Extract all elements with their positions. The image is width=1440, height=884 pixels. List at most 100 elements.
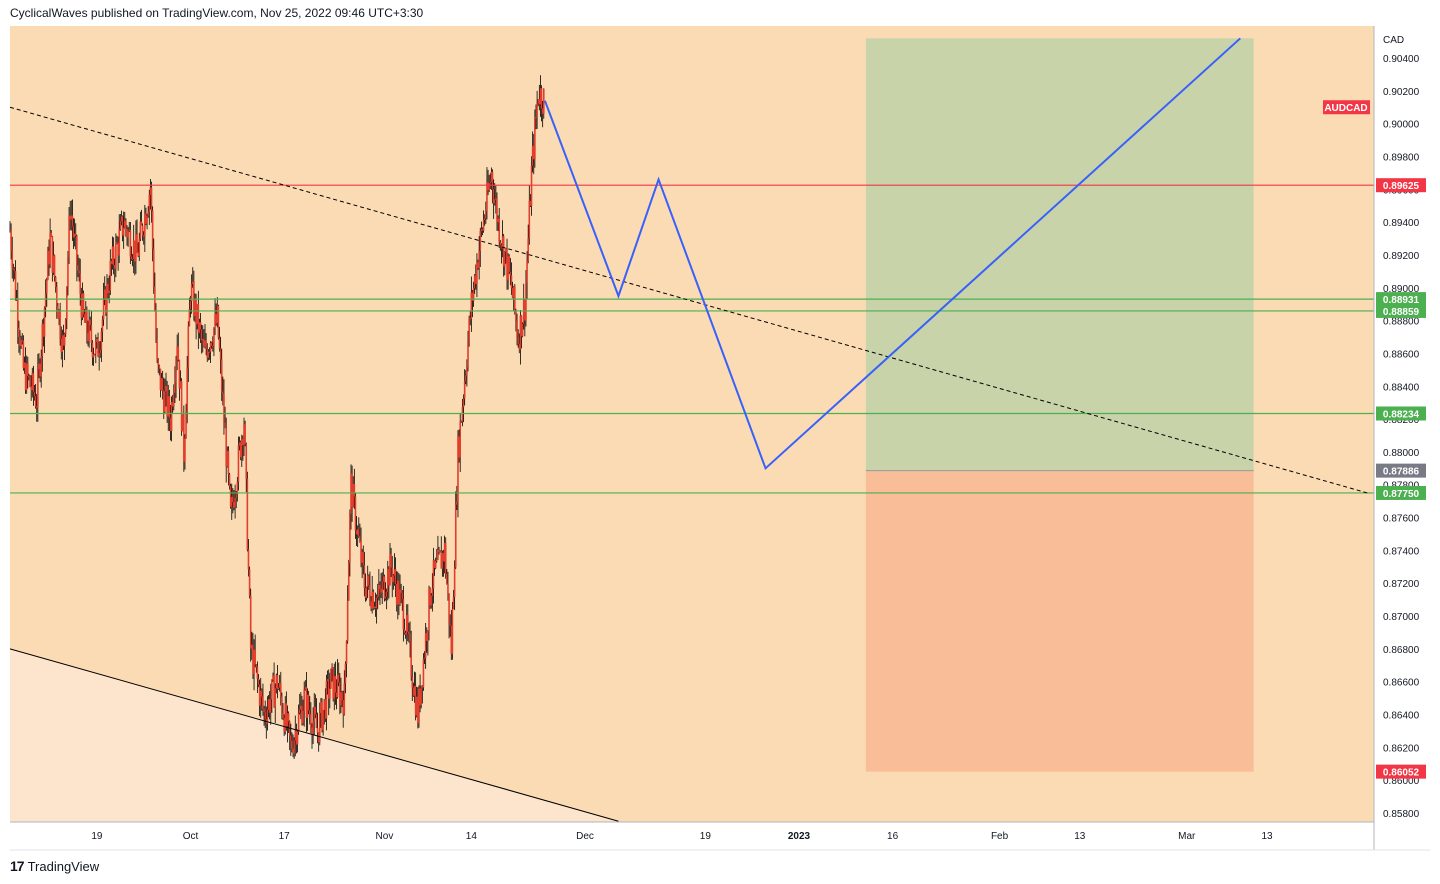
candle-body	[529, 200, 532, 206]
candle-body	[478, 250, 480, 268]
candle-body	[121, 216, 124, 236]
candle-body	[471, 292, 474, 301]
candle-body	[345, 641, 348, 664]
candle-body	[190, 283, 193, 302]
candle-body	[534, 118, 536, 160]
candle-body	[485, 210, 487, 219]
candle-body	[452, 597, 455, 609]
candle-body	[115, 242, 117, 269]
candle-body	[326, 679, 329, 681]
candle-body	[365, 586, 368, 598]
candle-body	[487, 182, 489, 191]
level-tag	[1376, 485, 1426, 500]
price-tag	[1376, 463, 1426, 478]
candle-body	[490, 171, 493, 182]
candle-body	[342, 700, 344, 715]
candle-body	[308, 710, 311, 715]
candle-body	[489, 181, 492, 184]
candle-body	[14, 271, 17, 299]
time-tick-label: 19	[700, 831, 712, 842]
candle-body	[363, 565, 366, 589]
price-tick-label: 0.87400	[1383, 546, 1420, 557]
candle-body	[37, 369, 39, 408]
candle-body	[402, 599, 405, 630]
candle-body	[253, 649, 255, 675]
candle-body	[246, 478, 249, 550]
candle-body	[462, 398, 465, 408]
candle-body	[542, 89, 545, 114]
candle-body	[95, 341, 97, 355]
candle-body	[38, 363, 40, 370]
candle-body	[67, 257, 69, 287]
candle-body	[516, 320, 518, 337]
candle-body	[419, 688, 421, 706]
projected-wave-path[interactable]	[543, 37, 1241, 471]
candle-body	[27, 363, 29, 376]
price-axis[interactable]: 0.904000.902000.900000.898000.896000.894…	[1383, 54, 1420, 820]
candle-body	[334, 676, 337, 693]
time-axis[interactable]: 19 Oct 17 Nov 14 Dec 19 2023 16 Feb 13 Mar 13	[91, 831, 1273, 842]
candle-body	[96, 338, 98, 342]
candle-body	[135, 234, 137, 262]
candle-body	[409, 633, 411, 642]
candle-body	[49, 232, 51, 265]
lower-channel-trendline[interactable]	[9, 648, 619, 822]
candle-body	[56, 286, 58, 306]
candle-body	[296, 731, 299, 745]
candle-body	[537, 99, 540, 104]
candle-body	[279, 683, 282, 697]
tradingview-branding[interactable]: 17 TradingView	[10, 858, 99, 874]
candle-body	[332, 667, 334, 699]
candle-body	[130, 256, 133, 260]
candle-body	[32, 373, 35, 393]
price-tick-label: 0.87200	[1383, 579, 1420, 590]
candle-body	[359, 536, 361, 541]
candle-body	[539, 88, 542, 105]
candle-body	[40, 356, 43, 377]
candle-body	[120, 216, 123, 222]
candle-body	[427, 631, 429, 641]
candle-body	[10, 230, 12, 252]
candle-body	[111, 246, 114, 265]
candle-body	[527, 238, 529, 261]
candle-body	[273, 675, 275, 708]
candle-body	[216, 305, 219, 324]
candle-body	[259, 690, 262, 706]
candle-body	[220, 359, 223, 392]
candle-body	[105, 289, 107, 314]
candle-body	[158, 365, 161, 369]
price-tick-label: 0.86400	[1383, 711, 1420, 722]
candle-body	[417, 696, 419, 724]
profit-target-zone[interactable]	[865, 38, 1254, 471]
time-tick-label: Feb	[991, 831, 1009, 842]
candle-body	[381, 581, 384, 593]
candle-body	[42, 323, 45, 337]
candle-body	[146, 216, 148, 224]
candle-body	[107, 283, 109, 294]
candle-body	[517, 336, 519, 344]
candle-body	[294, 730, 297, 741]
candle-body	[82, 293, 85, 315]
candle-body	[336, 674, 339, 698]
candle-body	[41, 323, 44, 357]
candle-body	[25, 363, 28, 390]
candle-body	[196, 304, 199, 325]
candle-body	[30, 386, 32, 391]
symbol-tag[interactable]	[1323, 100, 1370, 115]
candle-body	[389, 553, 391, 586]
candle-body	[18, 327, 20, 338]
candle-body	[403, 629, 406, 633]
candle-body	[213, 328, 215, 347]
stop-loss-zone[interactable]	[865, 470, 1254, 772]
symbol-tag-label: AUDCAD	[1324, 103, 1367, 114]
candle-body	[157, 359, 160, 366]
candle-body	[169, 418, 172, 432]
candle-body	[136, 234, 138, 253]
candle-body	[59, 310, 61, 339]
candle-body	[447, 583, 449, 594]
candle-body	[206, 349, 209, 358]
price-tick-label: 0.88400	[1383, 382, 1420, 393]
candle-body	[276, 675, 279, 690]
candle-body	[310, 714, 312, 728]
